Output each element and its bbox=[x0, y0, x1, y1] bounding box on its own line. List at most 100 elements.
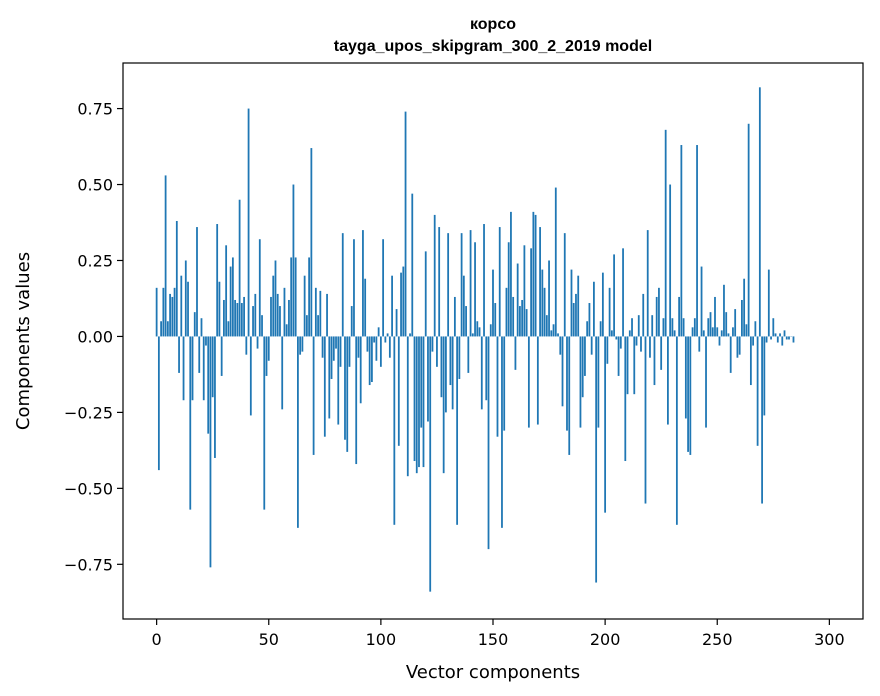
bar-166 bbox=[527, 336, 530, 428]
bar-8 bbox=[173, 287, 176, 337]
bar-71 bbox=[314, 287, 317, 337]
bar-27 bbox=[216, 224, 219, 337]
bar-154 bbox=[501, 336, 503, 528]
bar-124 bbox=[433, 214, 436, 337]
bar-185 bbox=[570, 269, 573, 337]
bar-167 bbox=[530, 248, 533, 337]
bar-256 bbox=[729, 336, 732, 373]
bar-91 bbox=[359, 336, 362, 404]
bar-243 bbox=[700, 266, 703, 337]
bar-64 bbox=[299, 336, 302, 355]
chart-subtitle: tayga_upos_skipgram_300_2_2019 model bbox=[334, 38, 652, 55]
bar-223 bbox=[655, 296, 658, 337]
bar-143 bbox=[476, 321, 479, 337]
bar-138 bbox=[465, 306, 467, 337]
bar-127 bbox=[440, 336, 443, 398]
bar-135 bbox=[458, 336, 461, 379]
bar-121 bbox=[427, 336, 429, 422]
bar-61 bbox=[292, 184, 295, 337]
bar-6 bbox=[169, 293, 171, 337]
bar-215 bbox=[637, 315, 640, 337]
bar-164 bbox=[523, 245, 526, 337]
bar-186 bbox=[572, 303, 575, 337]
bar-229 bbox=[669, 184, 672, 337]
bar-157 bbox=[507, 242, 510, 337]
bar-231 bbox=[673, 330, 676, 337]
bar-196 bbox=[595, 336, 598, 583]
bar-175 bbox=[548, 260, 550, 337]
bar-59 bbox=[288, 299, 290, 337]
bar-116 bbox=[415, 336, 418, 474]
bar-252 bbox=[720, 330, 723, 337]
bar-9 bbox=[175, 220, 178, 337]
bar-24 bbox=[209, 336, 212, 568]
x-tick-label: 50 bbox=[259, 630, 279, 649]
bar-13 bbox=[184, 260, 187, 337]
bar-269 bbox=[758, 87, 761, 337]
x-axis-label: Vector components bbox=[406, 662, 580, 683]
bar-58 bbox=[285, 324, 288, 337]
bar-103 bbox=[386, 333, 389, 337]
bar-205 bbox=[615, 336, 618, 340]
x-tick-label: 100 bbox=[366, 630, 397, 649]
bar-234 bbox=[680, 145, 683, 337]
bar-86 bbox=[348, 336, 351, 367]
bar-130 bbox=[447, 233, 450, 337]
bar-5 bbox=[166, 321, 169, 337]
bar-50 bbox=[267, 336, 270, 361]
x-axis-ticks: 0 50 100 150 200 250 300 bbox=[152, 619, 845, 649]
bar-132 bbox=[451, 336, 454, 410]
bar-106 bbox=[393, 336, 396, 525]
bar-160 bbox=[514, 336, 517, 370]
bar-105 bbox=[391, 275, 393, 337]
bar-129 bbox=[445, 336, 447, 413]
bar-237 bbox=[687, 336, 689, 452]
bar-145 bbox=[480, 336, 483, 410]
x-tick-label: 150 bbox=[478, 630, 509, 649]
bar-31 bbox=[225, 245, 228, 337]
bar-182 bbox=[563, 233, 566, 337]
y-tick-label: −0.50 bbox=[64, 479, 113, 498]
bar-275 bbox=[772, 318, 775, 337]
bar-259 bbox=[736, 336, 739, 358]
bar-80 bbox=[335, 336, 337, 349]
bar-137 bbox=[462, 275, 465, 337]
bar-272 bbox=[765, 336, 768, 343]
bar-144 bbox=[478, 327, 481, 337]
bar-173 bbox=[543, 287, 546, 337]
bar-171 bbox=[539, 227, 541, 337]
bar-170 bbox=[536, 336, 539, 425]
bar-40 bbox=[245, 336, 248, 355]
bar-131 bbox=[449, 336, 452, 386]
bar-36 bbox=[236, 303, 239, 337]
bar-74 bbox=[321, 336, 324, 358]
bar-117 bbox=[418, 336, 420, 468]
bar-134 bbox=[456, 336, 459, 525]
bar-284 bbox=[792, 336, 795, 343]
bar-151 bbox=[494, 303, 497, 337]
bar-216 bbox=[640, 336, 642, 352]
bar-18 bbox=[196, 227, 198, 337]
bar-221 bbox=[651, 315, 654, 337]
bar-224 bbox=[658, 287, 660, 337]
bar-43 bbox=[252, 306, 254, 337]
bar-54 bbox=[276, 293, 279, 337]
bar-266 bbox=[752, 336, 755, 346]
bar-42 bbox=[249, 336, 252, 416]
bar-133 bbox=[453, 296, 456, 337]
bars-group bbox=[155, 87, 795, 592]
y-tick-label: −0.25 bbox=[64, 403, 113, 422]
bar-267 bbox=[754, 321, 757, 337]
bar-150 bbox=[492, 269, 494, 337]
bar-201 bbox=[606, 336, 609, 364]
bar-271 bbox=[763, 336, 766, 416]
bar-47 bbox=[261, 315, 263, 337]
bar-70 bbox=[312, 336, 315, 455]
bar-282 bbox=[788, 336, 790, 340]
bar-15 bbox=[189, 336, 192, 510]
bar-76 bbox=[326, 293, 328, 337]
bar-25 bbox=[211, 336, 214, 398]
bar-245 bbox=[705, 336, 707, 428]
bar-222 bbox=[653, 336, 656, 386]
